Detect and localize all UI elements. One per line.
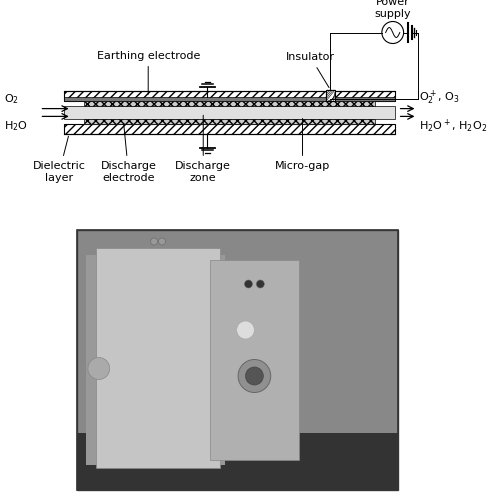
Circle shape	[245, 280, 252, 288]
Bar	[64, 124, 395, 134]
Text: Discharge
zone: Discharge zone	[175, 116, 231, 182]
Bar	[77, 230, 398, 490]
Bar	[77, 433, 398, 490]
Bar	[77, 230, 398, 490]
Circle shape	[256, 280, 264, 288]
Bar	[84, 119, 375, 124]
Circle shape	[151, 238, 158, 245]
Text: H$_2$O: H$_2$O	[4, 119, 28, 132]
Bar	[210, 260, 299, 460]
Text: O$_2^+$, O$_3$: O$_2^+$, O$_3$	[419, 88, 460, 106]
Circle shape	[246, 367, 263, 385]
Bar	[84, 101, 375, 106]
Text: Micro-gap: Micro-gap	[275, 118, 330, 171]
Circle shape	[238, 360, 271, 392]
Bar	[86, 255, 225, 465]
Bar	[326, 90, 335, 101]
Bar	[64, 97, 395, 101]
Text: Dielectric
layer: Dielectric layer	[33, 136, 86, 182]
Circle shape	[237, 321, 254, 339]
Bar	[64, 106, 395, 119]
Circle shape	[88, 358, 110, 380]
Text: O$_2$: O$_2$	[4, 92, 19, 106]
Text: Power
supply: Power supply	[374, 0, 411, 19]
Bar	[96, 248, 220, 468]
Circle shape	[159, 238, 165, 245]
Text: H$_2$O$^+$, H$_2$O$_2$: H$_2$O$^+$, H$_2$O$_2$	[419, 118, 487, 136]
Bar	[64, 92, 395, 101]
Text: Earthing electrode: Earthing electrode	[96, 51, 200, 94]
Text: Discharge
electrode: Discharge electrode	[100, 124, 157, 182]
Text: Insulator: Insulator	[286, 52, 335, 88]
